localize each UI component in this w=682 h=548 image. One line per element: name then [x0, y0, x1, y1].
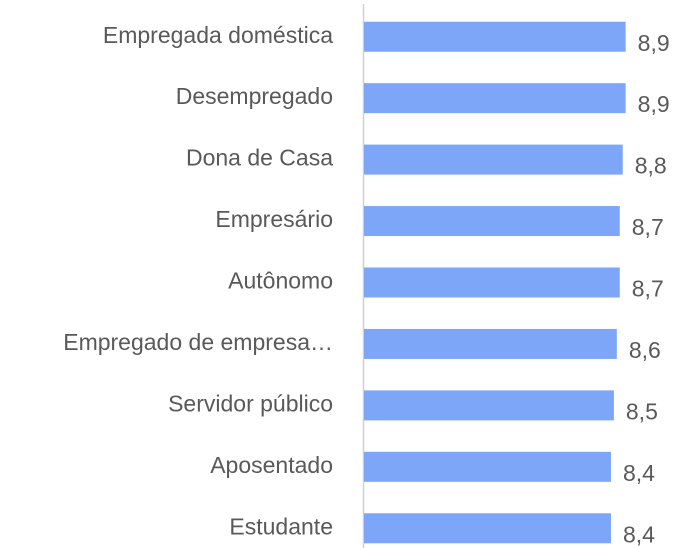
category-label: Servidor público — [168, 390, 333, 416]
bar — [364, 328, 617, 359]
value-label: 8,8 — [635, 153, 667, 179]
bar — [364, 390, 614, 421]
value-label: 8,4 — [623, 460, 655, 486]
value-label: 8,6 — [629, 337, 661, 363]
category-label: Empregado de empresa… — [63, 329, 333, 355]
value-label: 8,9 — [638, 30, 670, 56]
value-label: 8,7 — [632, 276, 664, 302]
value-label: 8,5 — [626, 398, 658, 424]
value-label: 8,4 — [623, 521, 655, 547]
category-label: Desempregado — [176, 83, 333, 109]
category-label: Empregada doméstica — [103, 22, 333, 48]
category-label: Estudante — [229, 513, 333, 539]
bar — [364, 513, 611, 544]
category-label: Dona de Casa — [186, 145, 333, 171]
category-label: Empresário — [215, 206, 333, 232]
value-label: 8,7 — [632, 214, 664, 240]
value-label: 8,9 — [638, 91, 670, 117]
category-label: Aposentado — [210, 452, 333, 478]
bar — [364, 144, 623, 175]
bar — [364, 267, 620, 298]
bar — [364, 451, 611, 482]
bar — [364, 21, 626, 52]
category-label: Autônomo — [228, 268, 333, 294]
bar — [364, 206, 620, 237]
bar — [364, 83, 626, 114]
